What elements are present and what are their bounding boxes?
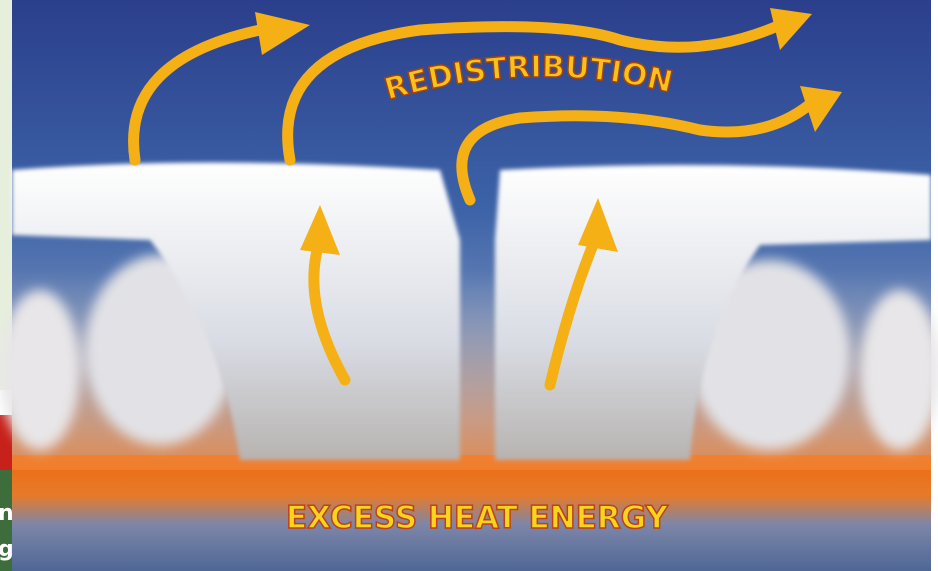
sea [12,455,931,571]
left-strip-green [0,470,12,571]
edge-fragment: g [0,537,14,562]
arrows [128,19,821,391]
bottom-label: EXCESS HEAT ENERGY [286,500,669,536]
left-strip [0,0,12,390]
edge-fragment: n [0,501,14,526]
arrowheads [255,8,842,255]
left-strip-red [0,415,12,470]
